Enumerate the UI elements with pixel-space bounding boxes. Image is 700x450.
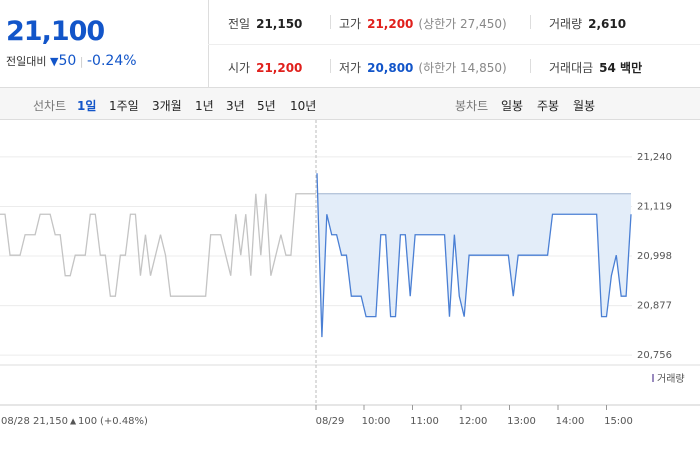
y-tick-label: 21,240 (637, 152, 672, 163)
period-tab[interactable]: 1일 (77, 99, 97, 113)
stat-sub: (하한가 14,850) (418, 61, 507, 75)
stat: 고가 21,200 (상한가 27,450) (339, 15, 507, 32)
stat-value: 2,610 (588, 17, 627, 31)
stat-value: 21,200 (256, 61, 303, 75)
period-tab[interactable]: 주봉 (537, 99, 560, 113)
prev-close: 21,150 (33, 416, 68, 427)
period-tab[interactable]: 1주일 (109, 99, 139, 113)
stat-label: 고가 (339, 17, 362, 31)
tab-group-label: 선차트 (33, 99, 67, 113)
x-tick-label: 08/29 (316, 416, 345, 427)
period-tab[interactable]: 1년 (195, 99, 214, 113)
stat-value: 21,200 (367, 17, 414, 31)
x-tick-label: 15:00 (604, 416, 633, 427)
change-value: 50 (58, 53, 77, 69)
tab-group-label: 봉차트 (455, 99, 489, 113)
prev-change: 100 (78, 416, 97, 427)
x-tick-label: 12:00 (459, 416, 488, 427)
period-tab[interactable]: 월봉 (573, 99, 596, 113)
divider (330, 59, 331, 73)
stat: 시가 21,200 (228, 59, 302, 76)
divider (208, 44, 700, 45)
stat-value: 54 백만 (599, 61, 643, 75)
stat-label: 전일 (228, 17, 251, 31)
x-tick-label: 08/28 (1, 416, 30, 427)
divider (530, 59, 531, 73)
divider: | (79, 55, 84, 68)
change-label: 전일대비 (6, 55, 47, 68)
y-tick-label: 20,877 (637, 301, 672, 312)
period-tab[interactable]: 3년 (226, 99, 245, 113)
y-tick-label: 20,998 (637, 251, 672, 262)
stat-label: 거래대금 (549, 61, 594, 75)
stat: 저가 20,800 (하한가 14,850) (339, 59, 507, 76)
x-tick-label: 11:00 (410, 416, 439, 427)
stat: 거래대금 54 백만 (549, 59, 642, 76)
stat-label: 저가 (339, 61, 362, 75)
stat: 거래량 2,610 (549, 15, 626, 32)
price-line (316, 173, 632, 338)
period-tab[interactable]: 5년 (257, 99, 276, 113)
period-tab[interactable]: 일봉 (501, 99, 524, 113)
period-tabs: 선차트 봉차트 1일 1주일 3개월 1년 3년 5년 10년 일봉 주봉 월봉 (0, 88, 700, 120)
change-arrow: ▲ (70, 417, 77, 426)
divider (330, 15, 331, 29)
y-tick-label: 21,119 (637, 201, 672, 212)
stat: 전일 21,150 (228, 15, 302, 32)
legend-label: 거래량 (657, 373, 685, 385)
x-tick-label: 10:00 (362, 416, 391, 427)
price-line (0, 193, 316, 297)
stat-label: 시가 (228, 61, 251, 75)
change-row: 전일대비 ▼50 | -0.24% (6, 53, 137, 69)
stat-label: 거래량 (549, 17, 583, 31)
legend-swatch (652, 374, 654, 382)
stat-value: 21,150 (256, 17, 303, 31)
current-price: 21,100 (6, 16, 105, 47)
divider (530, 15, 531, 29)
y-tick-label: 20,756 (637, 350, 672, 361)
x-tick-label: 13:00 (507, 416, 536, 427)
x-tick-label: 14:00 (556, 416, 585, 427)
stat-value: 20,800 (367, 61, 414, 75)
change-arrow: ▼ (49, 55, 59, 68)
quote-header: 21,100 전일대비 ▼50 | -0.24% 전일 21,150 고가 21,2… (0, 0, 700, 88)
prev-change-pct: (+0.48%) (100, 416, 148, 427)
change-pct: -0.24% (87, 53, 137, 69)
period-tab[interactable]: 10년 (290, 99, 317, 113)
stat-sub: (상한가 27,450) (418, 17, 507, 31)
period-tab[interactable]: 3개월 (152, 99, 182, 113)
